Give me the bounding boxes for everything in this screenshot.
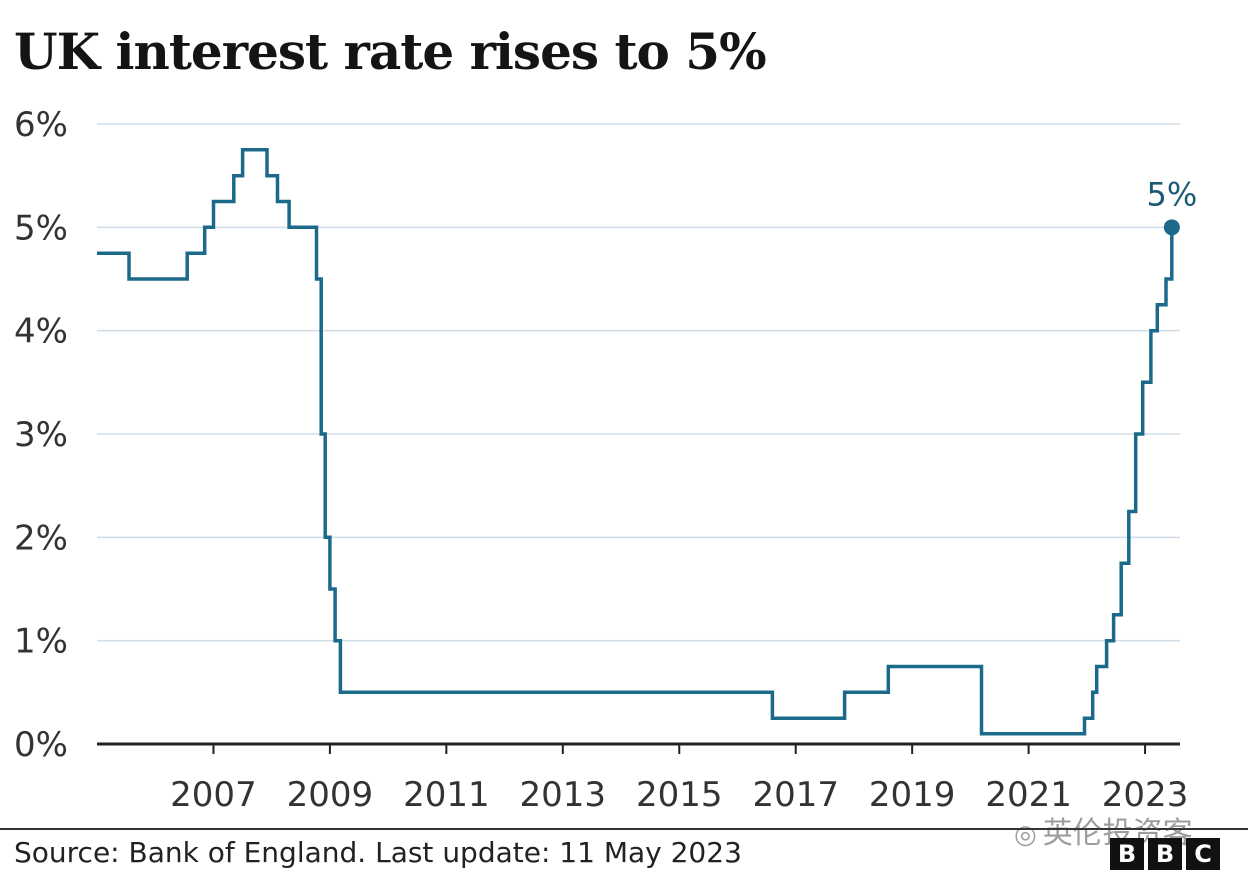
source-note: Source: Bank of England. Last update: 11… [14, 836, 742, 869]
x-tick-label: 2019 [869, 775, 956, 815]
bbc-logo-letter: B [1110, 838, 1144, 870]
y-tick-label: 0% [14, 725, 68, 765]
end-point-label: 5% [1146, 175, 1197, 213]
interest-rate-line [97, 148, 1174, 736]
chart-title: UK interest rate rises to 5% [14, 22, 767, 81]
bbc-logo: B B C [1110, 838, 1220, 870]
y-axis-ticks: 0% 1% 2% 3% 4% 5% 6% [14, 105, 68, 765]
gridlines [97, 123, 1180, 642]
x-axis-ticks: 2007 2009 2011 2013 2015 2017 2019 2021 2023 [97, 742, 1189, 815]
x-tick-label: 2013 [520, 775, 607, 815]
x-tick-label: 2017 [752, 775, 839, 815]
y-tick-label: 5% [14, 208, 68, 248]
wechat-icon: ◎ [1014, 820, 1037, 850]
end-point-marker [1163, 219, 1180, 236]
x-tick-label: 2015 [636, 775, 723, 815]
y-tick-label: 4% [14, 312, 68, 352]
x-tick-label: 2021 [985, 775, 1072, 815]
x-tick-label: 2009 [287, 775, 374, 815]
bbc-logo-letter: B [1148, 838, 1182, 870]
x-tick-label: 2023 [1102, 775, 1189, 815]
annotations: 5% [1146, 175, 1197, 236]
series-group [97, 148, 1174, 736]
y-tick-label: 1% [14, 622, 68, 662]
footer-divider [0, 828, 1248, 830]
x-tick-label: 2007 [170, 775, 257, 815]
x-tick-label: 2011 [403, 775, 490, 815]
bbc-logo-letter: C [1186, 838, 1220, 870]
y-tick-label: 6% [14, 105, 68, 145]
y-tick-label: 2% [14, 518, 68, 558]
y-tick-label: 3% [14, 415, 68, 455]
